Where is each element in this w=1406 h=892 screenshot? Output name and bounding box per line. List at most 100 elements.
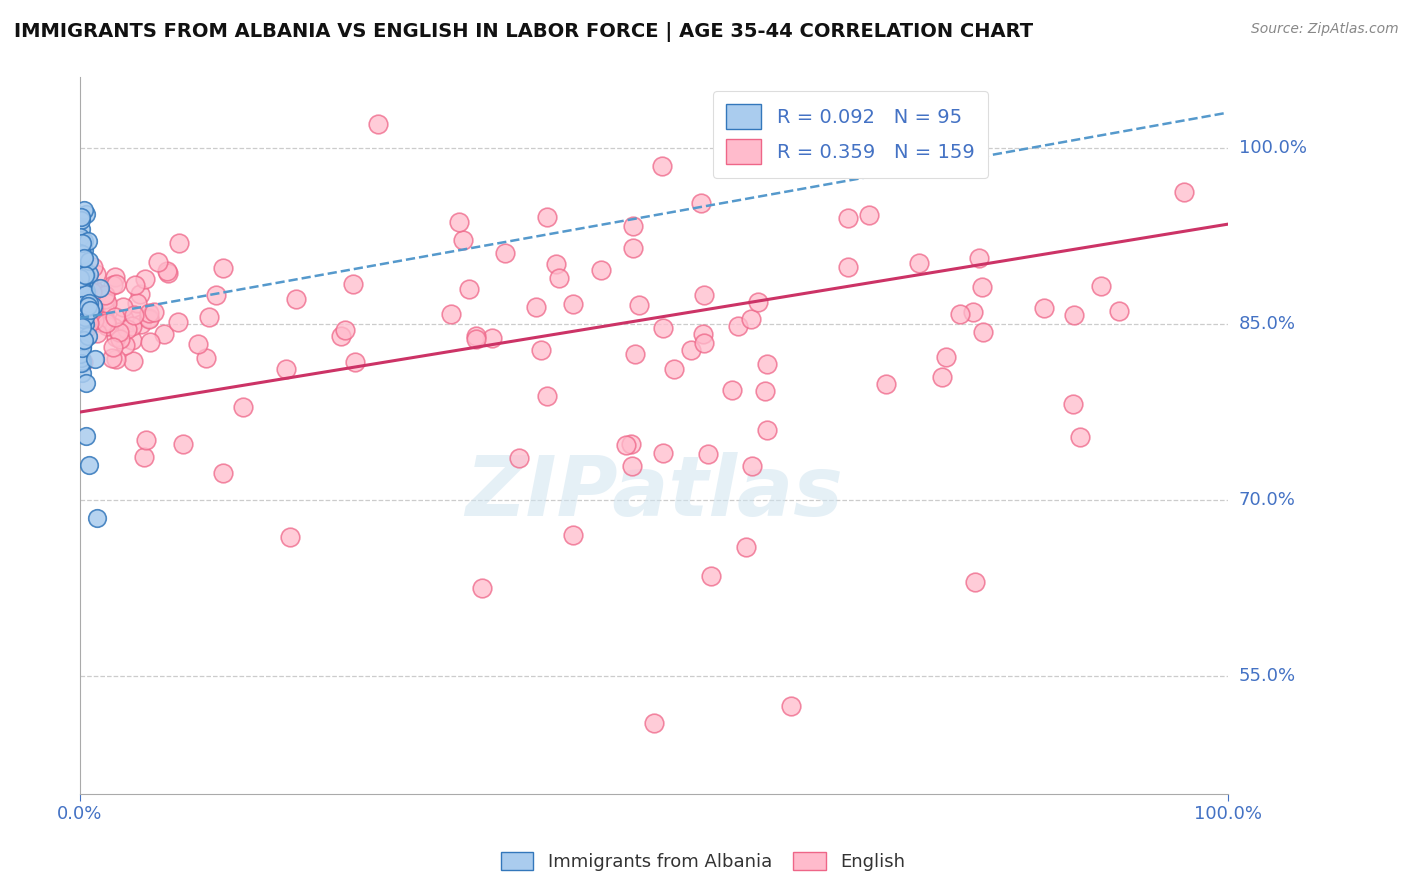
Point bbox=[651, 446, 673, 460]
Point bbox=[623, 347, 645, 361]
Point bbox=[77, 316, 100, 330]
Point bbox=[94, 314, 117, 328]
Point bbox=[589, 262, 612, 277]
Point bbox=[134, 272, 156, 286]
Point bbox=[963, 575, 986, 590]
Point bbox=[69, 356, 91, 370]
Point bbox=[721, 384, 744, 398]
Point bbox=[330, 329, 353, 343]
Point bbox=[727, 319, 749, 334]
Point bbox=[536, 389, 558, 403]
Point bbox=[75, 309, 97, 323]
Point bbox=[700, 569, 723, 583]
Point bbox=[172, 437, 194, 451]
Point bbox=[690, 196, 713, 211]
Point bbox=[697, 447, 720, 461]
Point bbox=[620, 458, 643, 473]
Point bbox=[949, 307, 972, 321]
Point bbox=[75, 428, 97, 442]
Point bbox=[73, 290, 96, 304]
Point bbox=[205, 287, 228, 301]
Point bbox=[79, 287, 101, 301]
Point bbox=[104, 330, 127, 344]
Point bbox=[69, 265, 91, 279]
Point bbox=[72, 319, 94, 334]
Point bbox=[278, 530, 301, 544]
Point bbox=[69, 245, 91, 260]
Point bbox=[121, 333, 143, 347]
Point bbox=[73, 267, 96, 281]
Point bbox=[138, 306, 160, 320]
Point bbox=[741, 459, 763, 474]
Point bbox=[135, 433, 157, 447]
Point bbox=[1063, 308, 1085, 322]
Point bbox=[75, 207, 97, 221]
Point bbox=[1090, 279, 1112, 293]
Point bbox=[73, 252, 96, 266]
Point bbox=[72, 355, 94, 369]
Point bbox=[69, 301, 91, 315]
Point bbox=[457, 282, 479, 296]
Point bbox=[104, 270, 127, 285]
Point bbox=[76, 329, 98, 343]
Point bbox=[82, 301, 104, 315]
Point bbox=[70, 313, 93, 327]
Point bbox=[651, 321, 673, 335]
Point bbox=[70, 281, 93, 295]
Point bbox=[84, 310, 107, 325]
Point bbox=[70, 236, 93, 251]
Point bbox=[547, 271, 569, 285]
Point bbox=[138, 335, 160, 350]
Point bbox=[77, 311, 100, 326]
Point bbox=[72, 260, 94, 274]
Text: 100.0%: 100.0% bbox=[1239, 139, 1306, 157]
Point bbox=[967, 251, 990, 265]
Point bbox=[125, 296, 148, 310]
Point bbox=[105, 277, 128, 291]
Point bbox=[86, 286, 108, 301]
Point bbox=[464, 333, 486, 347]
Point bbox=[232, 400, 254, 414]
Point bbox=[69, 316, 91, 330]
Point bbox=[73, 235, 96, 249]
Point bbox=[470, 581, 492, 595]
Point bbox=[72, 366, 94, 380]
Point bbox=[70, 213, 93, 227]
Point bbox=[1069, 430, 1091, 444]
Point bbox=[70, 298, 93, 312]
Point bbox=[75, 287, 97, 301]
Point bbox=[96, 296, 118, 310]
Point bbox=[129, 317, 152, 331]
Point bbox=[453, 233, 475, 247]
Point bbox=[285, 292, 308, 306]
Point bbox=[94, 314, 117, 328]
Point bbox=[530, 343, 553, 357]
Point bbox=[335, 323, 357, 337]
Point bbox=[562, 528, 585, 542]
Point bbox=[89, 280, 111, 294]
Point bbox=[115, 322, 138, 336]
Point bbox=[508, 450, 530, 465]
Point bbox=[73, 268, 96, 283]
Point bbox=[82, 299, 104, 313]
Point bbox=[343, 355, 366, 369]
Point bbox=[187, 337, 209, 351]
Point bbox=[211, 260, 233, 275]
Point bbox=[69, 271, 91, 285]
Point bbox=[837, 260, 859, 275]
Point bbox=[69, 285, 91, 299]
Point bbox=[104, 352, 127, 367]
Point bbox=[70, 356, 93, 370]
Point bbox=[77, 300, 100, 314]
Point bbox=[73, 203, 96, 218]
Text: 70.0%: 70.0% bbox=[1239, 491, 1295, 509]
Point bbox=[138, 310, 160, 325]
Point bbox=[143, 305, 166, 319]
Point bbox=[72, 274, 94, 288]
Point bbox=[70, 262, 93, 277]
Point bbox=[524, 300, 547, 314]
Point bbox=[73, 310, 96, 325]
Point bbox=[935, 351, 957, 365]
Point bbox=[73, 333, 96, 347]
Text: Source: ZipAtlas.com: Source: ZipAtlas.com bbox=[1251, 22, 1399, 37]
